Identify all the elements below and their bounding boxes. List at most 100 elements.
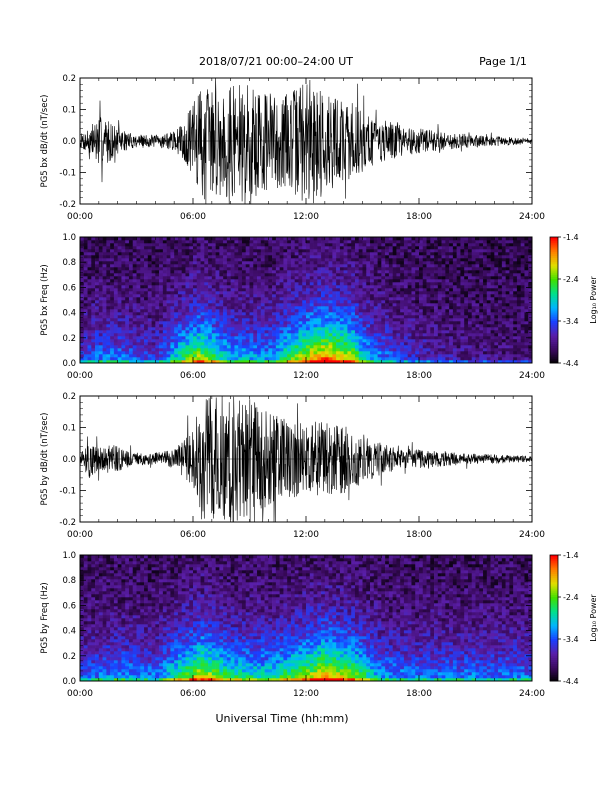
- panel-2-cell: [144, 246, 149, 250]
- panel-2-cell: [419, 246, 424, 250]
- panel-2-cell: [264, 354, 269, 358]
- panel-2-cell: [452, 243, 457, 247]
- panel-2-cell: [140, 327, 145, 331]
- panel-2-cell: [80, 270, 85, 274]
- panel-2-cell: [313, 303, 318, 307]
- panel-2-cell: [449, 330, 454, 334]
- panel-2-cell: [98, 282, 103, 286]
- panel-2-cell: [193, 288, 198, 292]
- panel-2-cell: [385, 276, 390, 280]
- panel-2-cell: [456, 360, 461, 364]
- panel-2-cell: [422, 315, 427, 319]
- panel-2-cell: [486, 342, 491, 346]
- panel-2-cell: [354, 276, 360, 280]
- panel-2-cell: [159, 321, 164, 325]
- panel-2-cell: [336, 321, 341, 325]
- panel-2-cell: [396, 252, 401, 256]
- panel-2-cell: [419, 252, 424, 256]
- panel-2-cell: [98, 324, 103, 328]
- panel-2-cell: [467, 255, 473, 259]
- panel-2-cell: [343, 351, 348, 355]
- panel-2-cell: [200, 318, 205, 322]
- panel-2-cell: [464, 357, 469, 361]
- panel-2-cell: [290, 309, 295, 313]
- panel-2-cell: [354, 342, 360, 346]
- panel-2-cell: [494, 357, 499, 361]
- panel-2-cell: [351, 327, 356, 331]
- panel-2-cell: [185, 273, 190, 277]
- panel-2-cell: [309, 264, 314, 268]
- panel-2-cell: [385, 264, 390, 268]
- panel-2-cell: [347, 294, 352, 298]
- panel-2-cell: [132, 294, 137, 298]
- panel-2-cell: [426, 255, 431, 259]
- panel-2-cell: [377, 309, 382, 313]
- panel-2-cell: [196, 261, 201, 265]
- panel-1-y-tick-label: -0.1: [59, 169, 76, 179]
- panel-2-cell: [249, 348, 254, 352]
- panel-2-cell: [95, 294, 100, 298]
- panel-2-cell: [193, 276, 198, 280]
- panel-2-cell: [189, 357, 194, 361]
- panel-2-cell: [238, 249, 243, 253]
- panel-2-cell: [445, 336, 450, 340]
- panel-2-cell: [200, 261, 205, 265]
- panel-2-cell: [332, 261, 337, 265]
- panel-2-cell: [174, 249, 179, 253]
- panel-2-cell: [347, 249, 352, 253]
- panel-2-cell: [83, 354, 88, 358]
- panel-2-cell: [223, 348, 228, 352]
- panel-2-cell: [354, 282, 360, 286]
- panel-2-cell: [95, 258, 100, 262]
- panel-2-cell: [162, 303, 167, 307]
- panel-2-cell: [396, 342, 401, 346]
- panel-2-cell: [204, 276, 209, 280]
- panel-2-cell: [234, 282, 239, 286]
- panel-2-cell: [110, 267, 115, 271]
- panel-2-cell: [370, 345, 375, 349]
- panel-2-cell: [460, 318, 465, 322]
- panel-2-cell: [437, 258, 442, 262]
- panel-2-cell: [275, 276, 280, 280]
- panel-2-cell: [166, 324, 171, 328]
- panel-2-cell: [321, 288, 326, 292]
- panel-2-cell: [177, 351, 182, 355]
- panel-2-cell: [260, 249, 265, 253]
- panel-2-cell: [370, 333, 375, 337]
- panel-2-cell: [513, 357, 518, 361]
- panel-2-cell: [347, 348, 352, 352]
- panel-2-cell: [260, 315, 265, 319]
- panel-2-cell: [490, 264, 495, 268]
- panel-2-cell: [321, 285, 326, 289]
- panel-2-cell: [373, 354, 378, 358]
- panel-2-cell: [343, 276, 348, 280]
- panel-2-cell: [275, 264, 280, 268]
- panel-2-cell: [366, 354, 371, 358]
- panel-2-cell: [309, 288, 314, 292]
- panel-2-cell: [354, 264, 360, 268]
- panel-2-cell: [132, 336, 137, 340]
- panel-2-cell: [385, 333, 390, 337]
- panel-2-cell: [452, 330, 457, 334]
- panel-2-cell: [354, 270, 360, 274]
- panel-2-cell: [445, 252, 450, 256]
- panel-2-cell: [415, 258, 420, 262]
- panel-2-cell: [166, 342, 171, 346]
- panel-2-cell: [396, 303, 401, 307]
- panel-2-cell: [449, 300, 454, 304]
- panel-2-cell: [211, 291, 216, 295]
- panel-2-cell: [381, 270, 386, 274]
- panel-2-cell: [147, 249, 152, 253]
- panel-2-cell: [366, 255, 371, 259]
- panel-2-cell: [189, 336, 194, 340]
- panel-2-cell: [422, 279, 427, 283]
- panel-2-cell: [215, 360, 220, 364]
- panel-2-cell: [445, 291, 450, 295]
- panel-2-cell: [366, 312, 371, 316]
- panel-2-cell: [505, 339, 510, 343]
- panel-2-cell: [430, 309, 435, 313]
- panel-2-cell: [196, 300, 201, 304]
- panel-2-cell: [159, 360, 164, 364]
- panel-2-cell: [80, 339, 85, 343]
- panel-2-cell: [370, 324, 375, 328]
